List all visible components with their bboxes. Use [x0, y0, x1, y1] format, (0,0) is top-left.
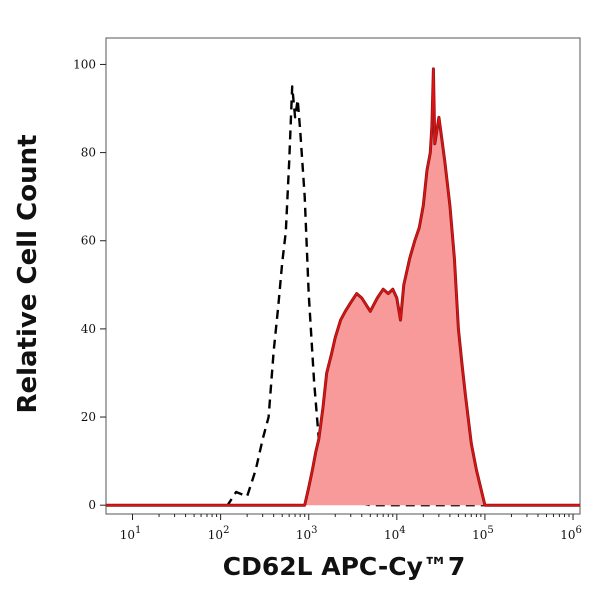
x-tick-label: 101: [120, 525, 142, 542]
series-layer: [106, 67, 580, 507]
x-tick-label: 102: [208, 525, 230, 542]
x-tick-label: 104: [384, 525, 406, 542]
x-axis: 101 102 103 104 105 106: [120, 514, 582, 542]
y-axis-title: Relative Cell Count: [13, 134, 43, 413]
stained-area-fill: [106, 68, 580, 506]
y-tick-label: 60: [81, 234, 96, 248]
x-tick-label: 106: [560, 525, 582, 542]
x-axis-title: CD62L APC-Cy™7: [223, 552, 466, 581]
y-tick-label: 0: [88, 498, 96, 512]
y-tick-label: 40: [81, 322, 96, 336]
x-tick-label: 105: [472, 525, 494, 542]
y-tick-label: 20: [81, 410, 96, 424]
x-tick-label: 103: [296, 525, 318, 542]
stained-histogram-line: [106, 68, 580, 506]
y-tick-label: 80: [81, 146, 96, 160]
y-tick-label: 100: [73, 57, 96, 71]
isotype-control-dashed-line: [106, 85, 580, 507]
y-axis: 0 20 40 60 80 100: [73, 57, 106, 512]
